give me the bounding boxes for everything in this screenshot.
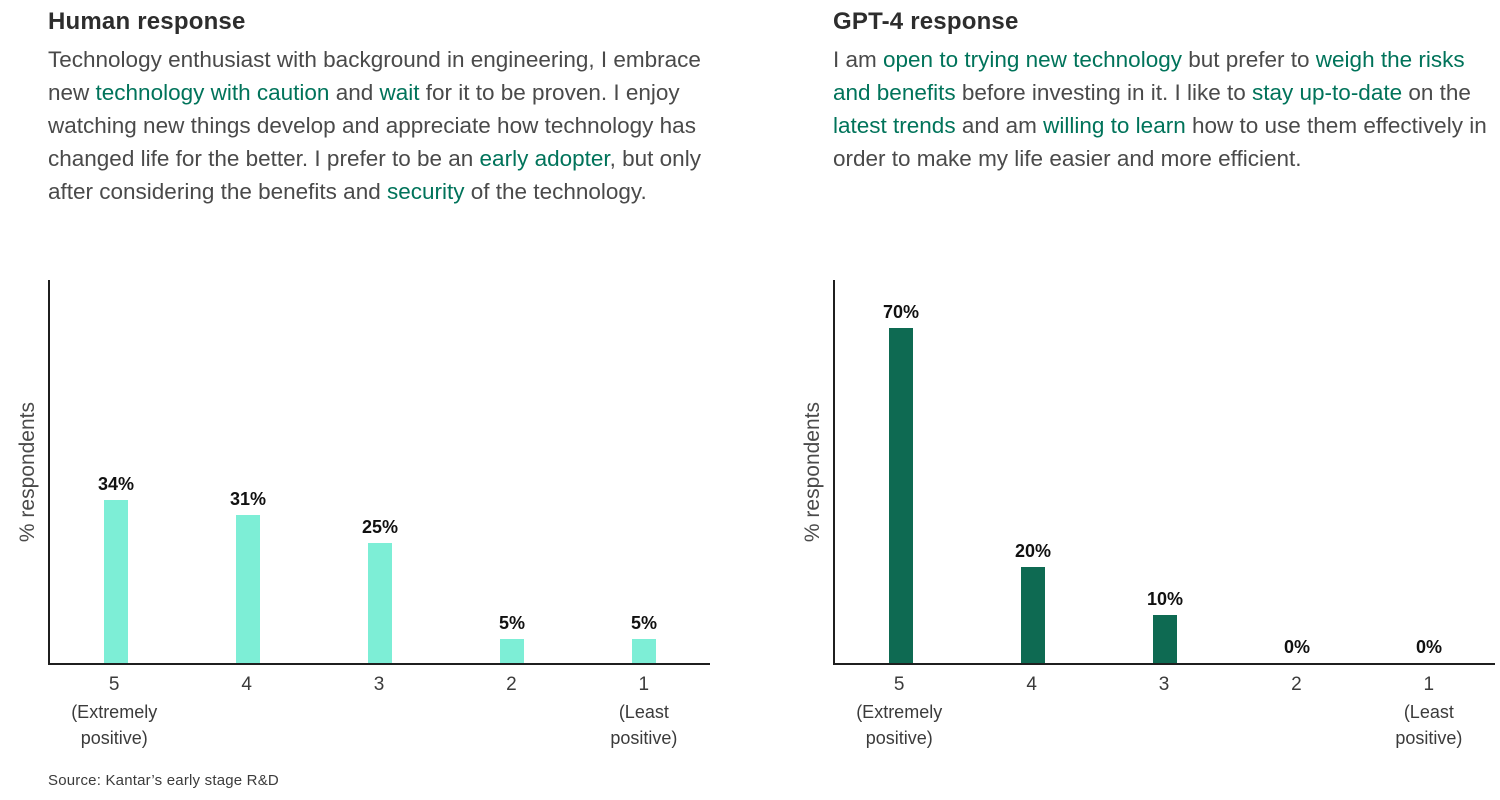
- plot-area: 70% 20% 10% 0% 0% 5 (Extremely positive) 4 3 2 1 (…: [833, 280, 1495, 751]
- bar: [104, 500, 128, 663]
- bar-column: 20%: [967, 280, 1099, 663]
- x-axis-ticks: 5 (Extremely positive) 4 3 2 1 (Least positive…: [48, 674, 710, 751]
- gpt4-response-chart: % respondents 70% 20% 10% 0% 0% 5 (Extremely …: [793, 280, 1495, 751]
- x-tick-label: 3: [1158, 674, 1170, 695]
- bar-value-label: 70%: [882, 302, 920, 322]
- x-tick: 3: [313, 674, 445, 751]
- text-segment: and: [329, 80, 380, 105]
- bar-column: 5%: [446, 280, 578, 663]
- x-tick: 2: [445, 674, 577, 751]
- bar-value-label: 5%: [498, 613, 525, 633]
- bar-value-label: 5%: [630, 613, 657, 633]
- x-tick: 4: [180, 674, 312, 751]
- x-tick-label: 4: [1026, 674, 1037, 695]
- text-segment: before investing in it. I like to: [955, 80, 1253, 105]
- x-tick-label: 4: [241, 674, 252, 695]
- bar: [1021, 567, 1045, 663]
- x-tick: 1 (Least positive): [578, 674, 710, 751]
- text-segment: how to use them effectively in order to …: [833, 113, 1487, 171]
- human-panel-paragraph: Technology enthusiast with background in…: [48, 43, 716, 208]
- x-tick-sublabel: (Least positive): [1395, 702, 1463, 748]
- bar: [368, 543, 392, 663]
- text-segment: , but only after considering the benefit…: [48, 146, 701, 204]
- bar-value-label: 25%: [361, 517, 399, 537]
- highlighted-phrase: latest trends: [833, 113, 956, 138]
- bar-value-label: 0%: [1283, 637, 1310, 657]
- text-segment: on the: [1402, 80, 1471, 105]
- x-tick: 1 (Least positive): [1363, 674, 1495, 751]
- human-response-panel: Human response Technology enthusiast wit…: [48, 8, 716, 208]
- x-tick-label: 1: [1423, 674, 1435, 695]
- text-segment: and am: [955, 113, 1044, 138]
- bar-column: 10%: [1099, 280, 1231, 663]
- source-note: Source: Kantar’s early stage R&D: [48, 772, 279, 789]
- highlighted-phrase: security: [386, 179, 465, 204]
- plot-area: 34% 31% 25% 5% 5% 5 (Extremely positive) 4 3 2 1 (…: [48, 280, 710, 751]
- y-axis-label: % respondents: [16, 402, 39, 543]
- bar: [236, 515, 260, 663]
- bar-value-label: 10%: [1146, 589, 1184, 609]
- x-tick-label: 1: [638, 674, 650, 695]
- text-segment: of the technology.: [464, 179, 647, 204]
- highlighted-phrase: early adopter: [479, 146, 610, 171]
- y-axis-label-container: % respondents: [8, 280, 48, 665]
- bar-value-label: 20%: [1014, 541, 1052, 561]
- bar-column: 70%: [835, 280, 967, 663]
- x-tick-sublabel: (Extremely positive): [856, 702, 943, 748]
- text-segment: for it to be proven. I enjoy watching ne…: [48, 80, 696, 171]
- x-tick-label: 5: [893, 674, 905, 695]
- highlighted-phrase: weigh the risks and benefits: [833, 47, 1465, 105]
- bar-column: 0%: [1231, 280, 1363, 663]
- text-segment: Technology enthusiast with background in…: [48, 47, 701, 105]
- text-segment: but prefer to: [1181, 47, 1316, 72]
- bar-column: 25%: [314, 280, 446, 663]
- highlighted-phrase: stay up-to-date: [1252, 80, 1403, 105]
- bar-value-label: 31%: [229, 489, 267, 509]
- x-tick: 4: [965, 674, 1097, 751]
- x-tick: 5 (Extremely positive): [833, 674, 965, 751]
- bars-area: 34% 31% 25% 5% 5%: [48, 280, 710, 665]
- highlighted-phrase: open to trying new technology: [883, 47, 1182, 72]
- bar: [500, 639, 524, 663]
- highlighted-phrase: wait: [379, 80, 420, 105]
- human-panel-title: Human response: [48, 8, 246, 35]
- gpt4-panel-title: GPT-4 response: [833, 8, 1019, 35]
- highlighted-phrase: technology with caution: [95, 80, 330, 105]
- bar-column: 34%: [50, 280, 182, 663]
- x-tick-sublabel: (Extremely positive): [71, 702, 158, 748]
- human-response-chart: % respondents 34% 31% 25% 5% 5% 5 (Extremely …: [8, 280, 710, 751]
- x-tick: 5 (Extremely positive): [48, 674, 180, 751]
- bar: [889, 328, 913, 663]
- text-segment: I am: [833, 47, 884, 72]
- bar-value-label: 0%: [1415, 637, 1442, 657]
- x-axis-ticks: 5 (Extremely positive) 4 3 2 1 (Least positive…: [833, 674, 1495, 751]
- bar-column: 0%: [1363, 280, 1495, 663]
- y-axis-label-container: % respondents: [793, 280, 833, 665]
- bar: [632, 639, 656, 663]
- x-tick-sublabel: (Least positive): [610, 702, 678, 748]
- bar-column: 5%: [578, 280, 710, 663]
- highlighted-phrase: willing to learn: [1043, 113, 1186, 138]
- gpt4-panel-paragraph: I am open to trying new technology but p…: [833, 43, 1500, 175]
- x-tick-label: 3: [373, 674, 385, 695]
- y-axis-label: % respondents: [801, 402, 824, 543]
- bar: [1153, 615, 1177, 663]
- x-tick-label: 5: [108, 674, 120, 695]
- bars-area: 70% 20% 10% 0% 0%: [833, 280, 1495, 665]
- bar-column: 31%: [182, 280, 314, 663]
- x-tick: 2: [1230, 674, 1362, 751]
- x-tick-label: 2: [506, 674, 517, 695]
- bar-value-label: 34%: [97, 474, 135, 494]
- gpt4-response-panel: GPT-4 response I am open to trying new t…: [833, 8, 1500, 175]
- x-tick-label: 2: [1291, 674, 1302, 695]
- x-tick: 3: [1098, 674, 1230, 751]
